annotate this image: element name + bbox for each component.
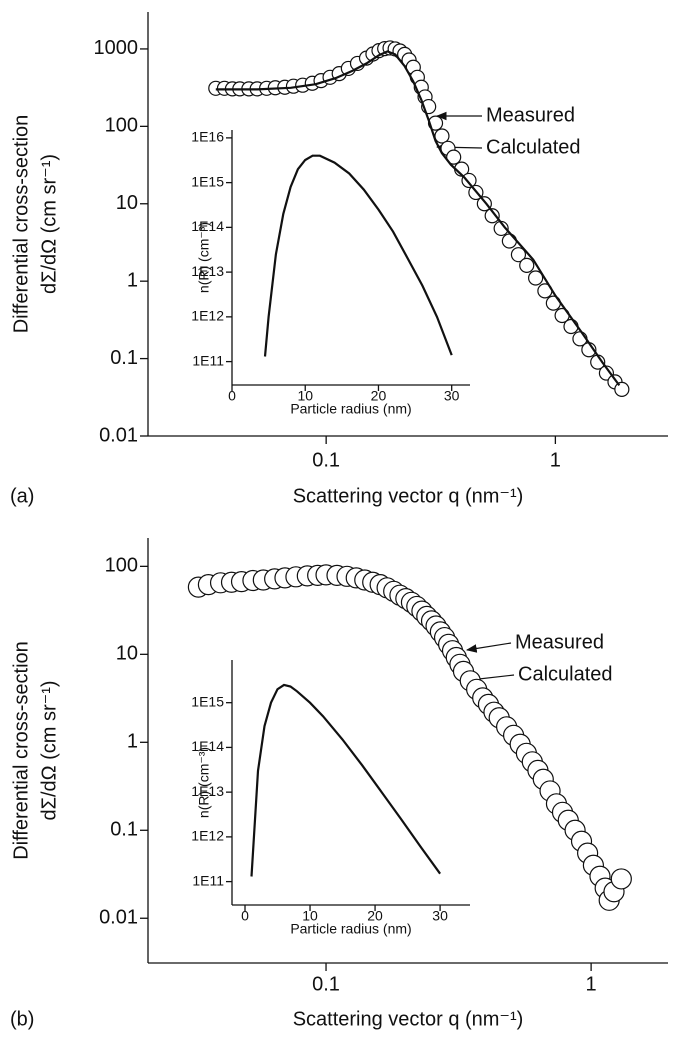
y-axis-label: Differential cross-section: [10, 115, 32, 334]
x-tick-label: 20: [371, 388, 387, 404]
y-tick-label: 1E15: [191, 173, 224, 189]
y-tick-label: 10: [116, 192, 138, 214]
y-tick-label: 1E14: [191, 218, 224, 234]
y-axis-label: dΣ/dΩ (cm sr⁻¹): [38, 680, 60, 820]
legend-arrow: [465, 642, 512, 653]
y-axis-label: n(R) (cm⁻³): [196, 222, 212, 293]
y-tick-label: 100: [105, 115, 138, 137]
y-axis-label: n(R) (cm⁻³): [196, 747, 212, 818]
y-tick-label: 1: [127, 269, 138, 291]
y-axis-label: Differential cross-section: [10, 641, 32, 860]
data-point: [563, 318, 579, 335]
y-tick-label: 1E13: [191, 783, 224, 799]
curve: [198, 573, 614, 897]
y-tick-label: 1E12: [191, 308, 224, 324]
y-tick-label: 1E12: [191, 828, 224, 844]
data-point: [446, 149, 462, 165]
panel-label: (b): [10, 1008, 34, 1030]
y-tick-label: 1E13: [191, 263, 224, 279]
x-axis-label: Particle radius (nm): [290, 401, 411, 417]
x-tick-label: 30: [432, 908, 448, 924]
legend-label: Measured: [515, 631, 604, 653]
y-tick-label: 1E14: [191, 738, 224, 754]
legend-label: Measured: [486, 104, 575, 126]
data-point: [461, 172, 477, 189]
y-tick-label: 1000: [94, 37, 139, 59]
y-tick-label: 0.01: [99, 424, 138, 446]
x-tick-label: 0.1: [312, 449, 340, 471]
curve: [263, 154, 453, 357]
y-tick-label: 0.01: [99, 907, 138, 929]
x-tick-label: 0: [241, 908, 249, 924]
y-tick-label: 1: [127, 731, 138, 753]
data-point: [484, 208, 500, 224]
x-tick-label: 1: [550, 449, 561, 471]
y-axis-label: dΣ/dΩ (cm sr⁻¹): [38, 154, 60, 294]
x-tick-label: 10: [302, 908, 318, 924]
panel-label: (a): [10, 485, 34, 507]
x-tick-label: 1: [586, 973, 597, 995]
y-tick-label: 1E16: [191, 129, 224, 145]
y-tick-label: 1E11: [192, 352, 224, 368]
x-tick-label: 0: [228, 388, 236, 404]
curve: [250, 683, 441, 877]
y-tick-label: 0.1: [110, 347, 138, 369]
x-tick-label: 0.1: [312, 973, 340, 995]
legend-label: Calculated: [486, 136, 581, 158]
curve: [215, 50, 621, 387]
data-point: [528, 270, 544, 286]
y-tick-label: 1E11: [192, 872, 224, 888]
data-point: [614, 381, 630, 397]
y-tick-label: 1E15: [191, 693, 224, 709]
data-point: [610, 868, 632, 890]
x-axis-label: Scattering vector q (nm⁻¹): [293, 1008, 524, 1030]
x-tick-label: 30: [444, 388, 460, 404]
x-tick-label: 10: [297, 388, 313, 404]
x-axis-label: Scattering vector q (nm⁻¹): [293, 485, 524, 507]
data-point: [501, 233, 517, 249]
x-axis-label: Particle radius (nm): [290, 921, 411, 937]
y-tick-label: 100: [105, 555, 138, 577]
x-tick-label: 20: [367, 908, 383, 924]
y-tick-label: 10: [116, 643, 138, 665]
y-tick-label: 0.1: [110, 819, 138, 841]
data-point: [510, 247, 527, 263]
legend-label: Calculated: [518, 663, 613, 685]
data-point: [519, 257, 535, 273]
